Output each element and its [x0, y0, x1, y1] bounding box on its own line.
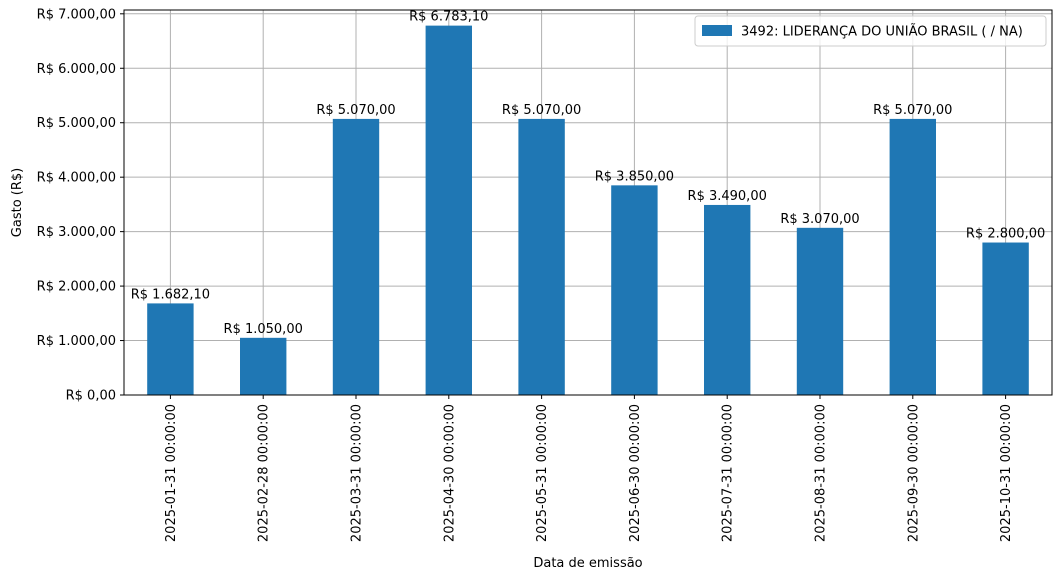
x-axis-title: Data de emissão	[533, 556, 642, 571]
bar-value-label: R$ 5.070,00	[873, 103, 952, 118]
bar	[240, 337, 287, 395]
y-tick-label: R$ 2.000,00	[37, 280, 116, 295]
x-tick-label: 2025-06-30 00:00:00	[628, 404, 643, 542]
y-axis-title: Gasto (R$)	[10, 168, 25, 237]
bar	[704, 204, 751, 395]
x-tick-label: 2025-03-31 00:00:00	[350, 404, 365, 542]
y-tick-label: R$ 4.000,00	[37, 171, 116, 186]
bar	[147, 303, 194, 395]
bar-value-label: R$ 5.070,00	[316, 103, 395, 118]
bar	[611, 185, 658, 395]
y-tick-label: R$ 5.000,00	[37, 116, 116, 131]
x-tick-label: 2025-10-31 00:00:00	[999, 404, 1014, 542]
plot-frame	[123, 9, 1053, 396]
x-tick-label: 2025-05-31 00:00:00	[535, 404, 550, 542]
x-tick-label: 2025-08-31 00:00:00	[814, 404, 829, 542]
bar	[332, 118, 380, 395]
legend-swatch	[702, 25, 732, 36]
x-tick-label: 2025-04-30 00:00:00	[442, 404, 457, 542]
bar	[518, 118, 565, 395]
bar-value-label: R$ 3.070,00	[780, 212, 859, 227]
bar	[796, 227, 844, 395]
bar-value-label: R$ 3.850,00	[595, 169, 674, 184]
bar-value-label: R$ 1.682,10	[131, 287, 210, 302]
y-tick-label: R$ 1.000,00	[37, 334, 116, 349]
bar	[889, 118, 936, 395]
bar-value-label: R$ 5.070,00	[502, 103, 581, 118]
y-tick-label: R$ 7.000,00	[37, 7, 116, 22]
y-tick-label: R$ 0,00	[66, 389, 116, 404]
legend: 3492: LIDERANÇA DO UNIÃO BRASIL ( / NA)	[694, 15, 1047, 47]
bar-value-label: R$ 2.800,00	[966, 227, 1045, 242]
bar-value-label: R$ 3.490,00	[688, 189, 767, 204]
data-labels: R$ 1.682,10 R$ 1.050,00 R$ 5.070,00 R$ 6.78…	[131, 10, 1046, 337]
x-tick-label: 2025-02-28 00:00:00	[257, 404, 272, 542]
bar	[982, 242, 1029, 395]
bars	[147, 25, 1029, 396]
bar-value-label: R$ 1.050,00	[224, 322, 303, 337]
y-tick-label: R$ 6.000,00	[37, 62, 116, 77]
x-tick-label: 2025-01-31 00:00:00	[164, 404, 179, 542]
legend-label: 3492: LIDERANÇA DO UNIÃO BRASIL ( / NA)	[741, 24, 1023, 40]
x-tick-label: 2025-09-30 00:00:00	[906, 404, 921, 542]
y-tick-label: R$ 3.000,00	[37, 225, 116, 240]
bar	[425, 25, 472, 396]
bar-value-label: R$ 6.783,10	[409, 10, 488, 25]
legend-box	[694, 15, 1047, 47]
x-tick-label: 2025-07-31 00:00:00	[721, 404, 736, 542]
axis-ticks: R$ 0,00 R$ 1.000,00 R$ 2.000,00 R$ 3.000,00…	[37, 7, 1014, 542]
